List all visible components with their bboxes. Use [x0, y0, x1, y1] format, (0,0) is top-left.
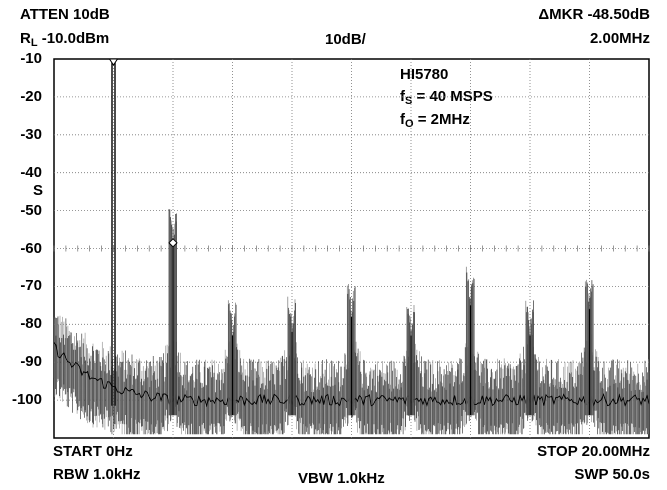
fo-sub: O — [405, 118, 414, 130]
swp-label: SWP 50.0s — [574, 466, 650, 483]
fs-value: = 40 MSPS — [412, 88, 493, 105]
marker-triangle — [108, 58, 119, 66]
y-tick-label: -10 — [20, 50, 42, 67]
y-tick-label: -60 — [20, 239, 42, 257]
y-tick-label: -70 — [20, 277, 42, 295]
y-tick-label: -80 — [20, 315, 42, 333]
y-tick-label: -100 — [11, 391, 42, 409]
fo-label: fO = 2MHz — [400, 111, 470, 130]
side-s-label: S — [33, 182, 44, 199]
marker-diamond — [168, 238, 178, 248]
y-tick-label: -20 — [20, 87, 42, 105]
marker-delta-label: ΔMKR -48.50dB — [538, 6, 650, 23]
start-label: START 0Hz — [53, 443, 133, 460]
y-tick-label: -50 — [20, 201, 42, 219]
y-tick-label: -90 — [20, 353, 42, 371]
fo-value: = 2MHz — [413, 111, 470, 128]
fo-prefix: f — [400, 111, 405, 128]
stop-label: STOP 20.00MHz — [537, 443, 650, 460]
y-tick-label: -30 — [20, 125, 42, 143]
atten-label: ATTEN 10dB — [20, 6, 110, 23]
ref-level-label: RL -10.0dBm — [20, 30, 110, 49]
noise-trace-light — [54, 315, 649, 435]
scale-label: 10dB/ — [325, 31, 366, 48]
rbw-label: RBW 1.0kHz — [53, 466, 141, 483]
vbw-label: VBW 1.0kHz — [298, 470, 385, 487]
ref-sub: L — [30, 37, 38, 49]
y-tick-label: -40 — [20, 163, 42, 181]
ref-level-value: -10.0dBm — [41, 30, 110, 47]
fs-sub: S — [405, 95, 413, 107]
ref-prefix: R — [20, 30, 31, 47]
marker-freq-label: 2.00MHz — [589, 30, 650, 47]
device-label: HI5780 — [400, 66, 449, 83]
